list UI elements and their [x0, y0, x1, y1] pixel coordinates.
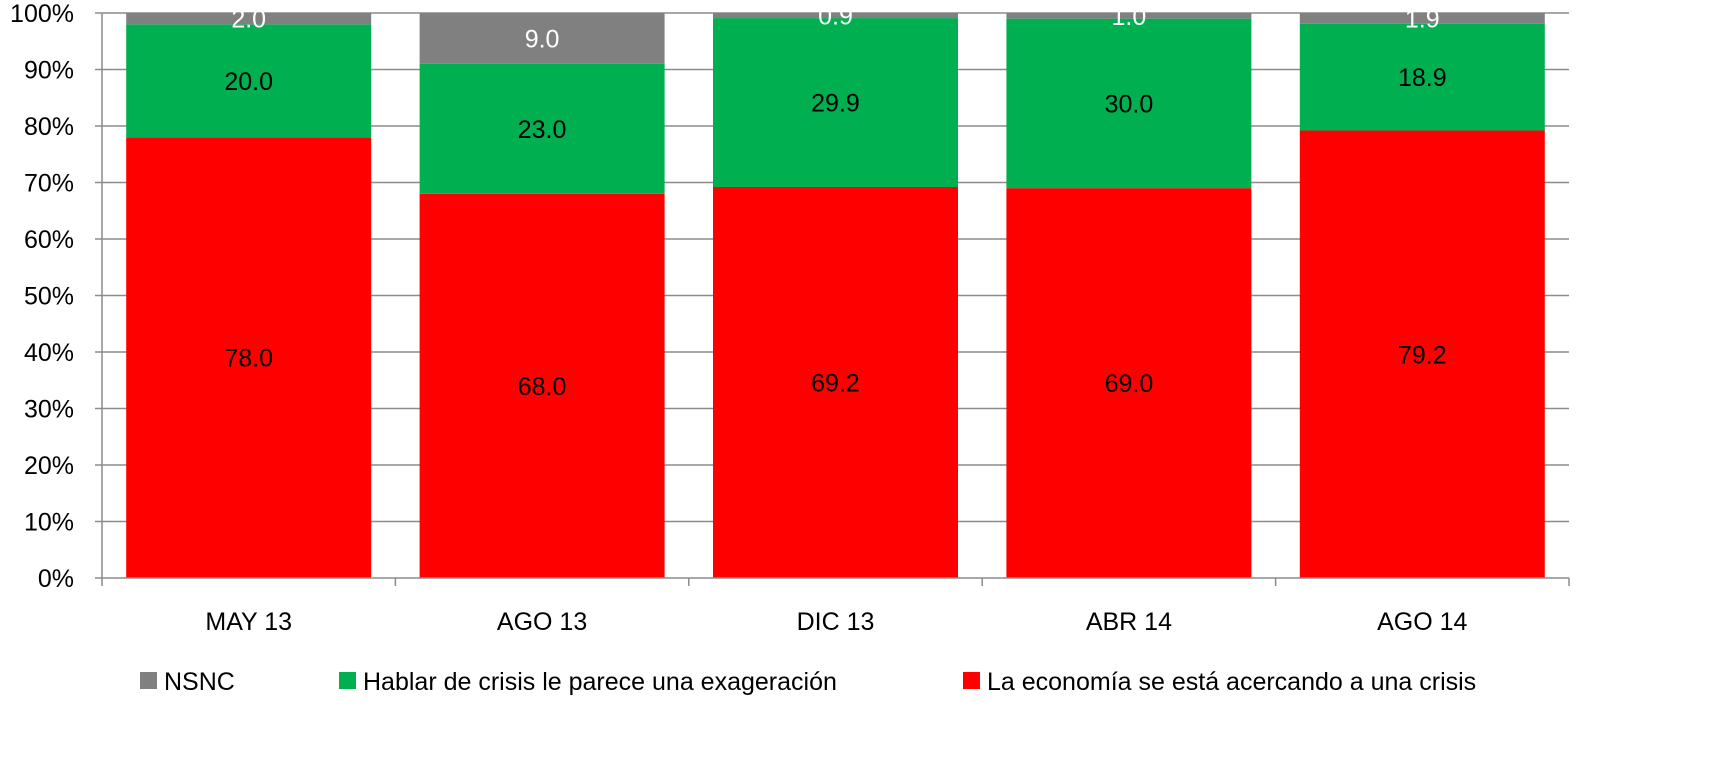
bar-segment — [419, 193, 665, 579]
y-tick-label: 80% — [24, 113, 74, 141]
legend-label: NSNC — [164, 668, 235, 696]
data-label: 0.9 — [818, 3, 853, 31]
data-label: 20.0 — [224, 68, 273, 96]
data-label: 69.0 — [1105, 370, 1154, 398]
y-tick-label: 100% — [10, 0, 74, 28]
data-label: 1.0 — [1112, 3, 1147, 31]
y-tick-label: 0% — [38, 565, 74, 593]
x-tick-label: AGO 13 — [497, 608, 587, 636]
data-label: 23.0 — [518, 116, 567, 144]
data-label: 2.0 — [231, 6, 266, 34]
y-tick-label: 30% — [24, 396, 74, 424]
x-tick-label: AGO 14 — [1377, 608, 1467, 636]
bar-segment — [1006, 188, 1252, 578]
legend-swatch — [140, 672, 157, 689]
bar-segment — [126, 13, 372, 25]
data-label: 9.0 — [525, 25, 560, 53]
data-label: 68.0 — [518, 373, 567, 401]
legend-label: Hablar de crisis le parece una exageraci… — [363, 668, 837, 696]
bar-segment — [419, 63, 665, 194]
y-tick-label: 90% — [24, 57, 74, 85]
y-tick-label: 40% — [24, 339, 74, 367]
data-label: 1.9 — [1405, 5, 1440, 33]
legend: NSNC Hablar de crisis le parece una exage… — [140, 668, 1476, 696]
data-label: 79.2 — [1398, 341, 1447, 369]
bar-segment — [419, 13, 665, 64]
legend-label: La economía se está acercando a una cris… — [987, 668, 1476, 696]
data-label: 78.0 — [224, 345, 273, 373]
bar-segment — [1299, 23, 1545, 131]
y-tick-label: 10% — [24, 509, 74, 537]
data-label: 30.0 — [1105, 90, 1154, 118]
bar-segment — [1299, 13, 1545, 24]
y-tick-label: 20% — [24, 452, 74, 480]
x-tick-label: DIC 13 — [797, 608, 875, 636]
legend-swatch — [963, 672, 980, 689]
bar-segment — [1006, 18, 1252, 189]
y-tick-label: 60% — [24, 226, 74, 254]
bar-segment — [126, 24, 372, 138]
axes: 0% 10% 20% 30% 40% 50% 60% 70% 80% 90% 100% MAY 13 A… — [10, 0, 1570, 636]
bar-segment — [713, 13, 958, 19]
data-label: 69.2 — [811, 370, 860, 398]
bars: 78.0 20.0 2.0 68.0 23.0 9.0 69.2 29.9 0.9 69.0 30.… — [126, 3, 1545, 579]
y-tick-label: 70% — [24, 170, 74, 198]
bar-segment — [126, 137, 372, 579]
y-tick-label: 50% — [24, 283, 74, 311]
legend-swatch — [339, 672, 356, 689]
bar-segment — [1299, 130, 1545, 578]
bar-segment — [713, 187, 958, 578]
bar-segment — [1006, 13, 1252, 19]
bar-segment — [713, 18, 958, 188]
data-label: 29.9 — [811, 90, 860, 118]
data-label: 18.9 — [1398, 64, 1447, 92]
x-tick-label: ABR 14 — [1086, 608, 1172, 636]
x-tick-label: MAY 13 — [205, 608, 292, 636]
